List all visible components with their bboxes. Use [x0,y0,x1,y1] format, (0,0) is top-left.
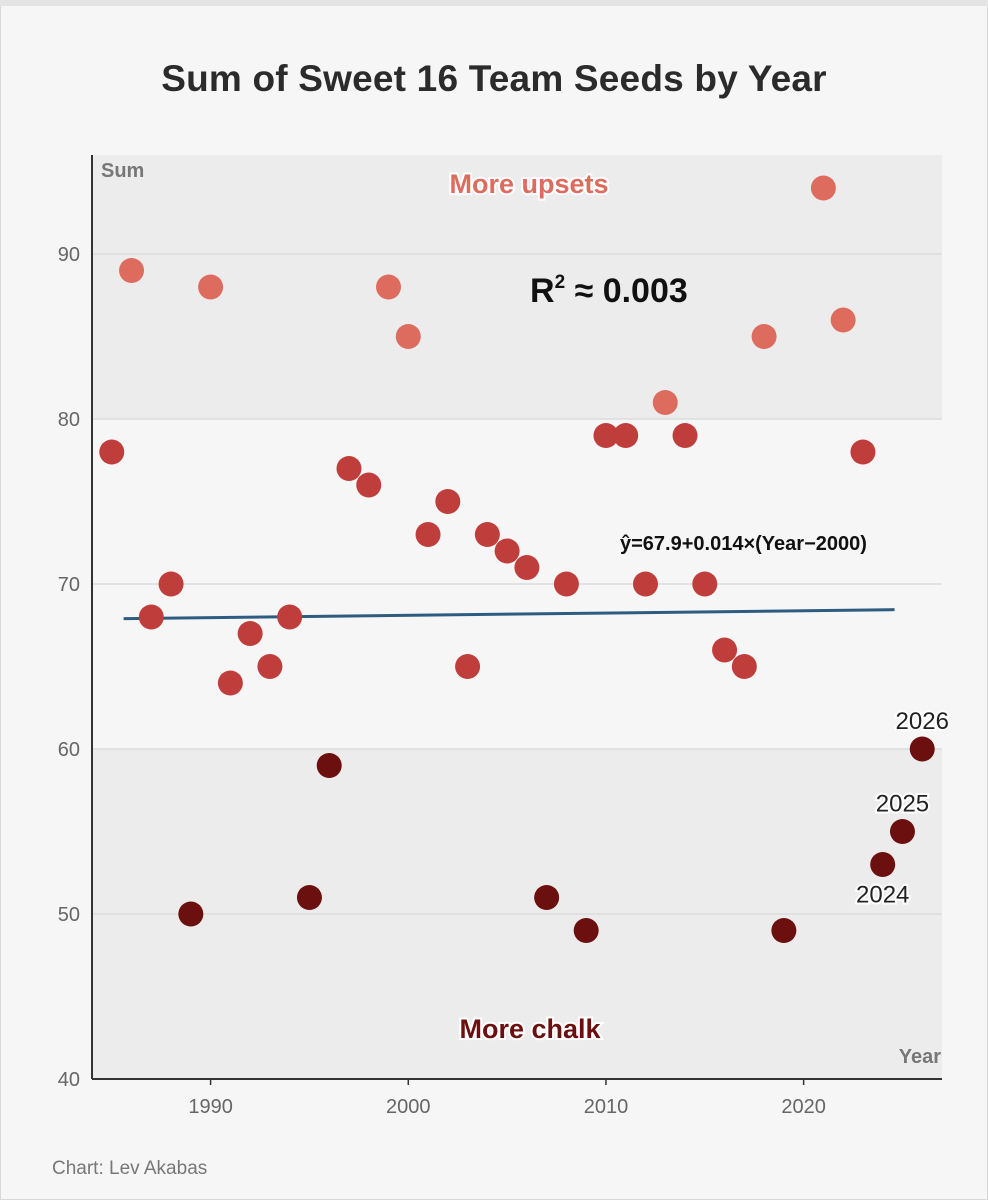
data-point [237,621,263,646]
data-point [138,604,164,630]
x-tick-label: 1990 [188,1096,233,1118]
data-point [909,736,935,762]
data-point [850,439,876,465]
trend-equation: ŷ=67.9+0.014×(Year−2000) [620,533,867,555]
top-edge [0,0,988,6]
trend-line [123,608,895,621]
y-tick-label: 70 [58,574,80,596]
data-point [336,456,362,481]
data-point [494,538,520,564]
gridlines [92,253,942,915]
data-point [712,637,738,663]
data-point [119,258,145,283]
data-point [435,489,461,514]
data-point [474,522,500,547]
x-tick-label: 2010 [584,1096,629,1118]
point-label: 2026 [896,708,949,735]
axes [91,155,942,1080]
data-point [277,604,303,630]
data-point [415,522,441,547]
y-tick-label: 40 [58,1069,80,1091]
x-axis-label: Year [899,1046,941,1068]
data-point [810,175,836,201]
data-point [356,472,382,498]
x-tick-labels: 1990 2000 2010 2020 [188,1079,826,1118]
data-point [395,324,421,349]
chart-source: Chart: Lev Akabas [52,1158,208,1179]
data-point [889,819,915,844]
x-tick-label: 2020 [781,1096,826,1118]
background-band [92,155,942,419]
x-tick-label: 2000 [386,1096,431,1118]
data-point [534,885,560,910]
y-tick-labels: 40 50 60 70 80 90 [58,244,80,1091]
data-point [316,753,342,778]
data-point [178,901,204,927]
data-point [613,423,639,448]
point-label: 2025 [876,791,929,818]
y-tick-label: 90 [58,244,80,266]
data-point [830,307,856,333]
data-point [514,555,540,580]
data-point [632,571,658,597]
data-point [593,423,619,448]
data-point [751,324,777,349]
data-point [731,654,757,679]
r2-value: ≈ 0.003 [565,272,688,310]
point-labels: 2024 2025 2026 [854,706,951,911]
data-point [99,439,125,465]
data-points [99,175,935,943]
data-point [771,918,797,943]
data-point [376,274,402,300]
data-point [217,670,243,696]
data-point [573,918,599,943]
r2-prefix: R [530,272,555,310]
y-tick-label: 50 [58,904,80,926]
data-point [296,885,322,910]
y-axis-label: Sum [101,160,144,182]
point-label: 2024 [856,882,909,909]
r2-exponent: 2 [555,272,566,293]
more-upsets-annotation: More upsets [449,169,608,199]
data-point [257,654,283,679]
data-point [553,571,579,597]
more-chalk-annotation: More chalk [459,1014,601,1044]
data-point [672,423,698,448]
data-point [652,390,678,415]
chart-title: Sum of Sweet 16 Team Seeds by Year [161,58,827,99]
data-point [692,571,718,597]
data-point [198,274,224,300]
y-tick-label: 60 [58,739,80,761]
data-point [870,852,896,877]
y-tick-label: 80 [58,409,80,431]
data-point [455,654,481,679]
r-squared-annotation: R2 ≈ 0.003 [530,272,688,310]
data-point [158,571,184,597]
